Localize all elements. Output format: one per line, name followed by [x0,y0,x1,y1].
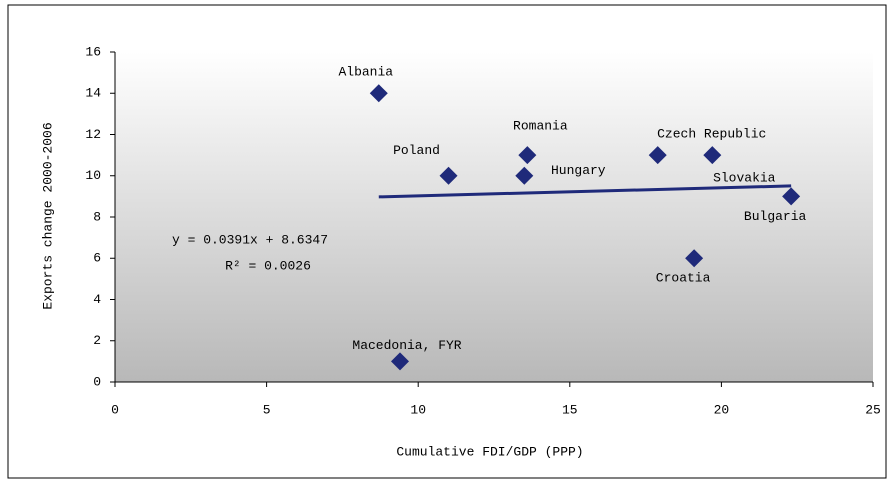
data-point [782,187,801,206]
y-tick-label: 0 [93,374,101,389]
y-tick-label: 10 [85,168,101,183]
x-tick-label: 10 [410,402,426,417]
point-label: Poland [393,143,440,158]
point-label: Macedonia, FYR [352,338,461,353]
plot-area [115,52,873,382]
data-point [518,146,537,165]
trendline [378,184,792,199]
trendline-r2: R² = 0.0026 [225,258,311,273]
point-label: Croatia [656,271,711,286]
y-tick-label: 16 [85,44,101,59]
x-axis-title: Cumulative FDI/GDP (PPP) [396,444,583,459]
data-point [685,249,704,268]
point-label: Hungary [551,163,606,178]
x-tick-label: 20 [714,402,730,417]
point-label: Slovakia [713,171,776,186]
y-tick-label: 2 [93,333,101,348]
y-tick-label: 4 [93,292,101,307]
trendline-equation: y = 0.0391x + 8.6347 [172,232,328,247]
x-tick-label: 0 [111,402,119,417]
x-tick-label: 25 [865,402,881,417]
y-tick-label: 12 [85,127,101,142]
y-tick-label: 6 [93,251,101,266]
y-axis-title: Exports change 2000-2006 [40,122,55,309]
x-tick-label: 15 [562,402,578,417]
data-point [648,146,667,165]
x-tick-label: 5 [263,402,271,417]
y-tick-label: 14 [85,86,101,101]
data-point [515,166,534,185]
point-label: Albania [338,65,393,80]
point-label: Bulgaria [744,209,807,224]
data-point [391,352,410,371]
data-point [369,84,388,103]
data-point [703,146,722,165]
point-label: Romania [513,119,568,134]
data-point [439,166,458,185]
y-tick-label: 8 [93,209,101,224]
point-label: Czech Republic [657,127,766,142]
